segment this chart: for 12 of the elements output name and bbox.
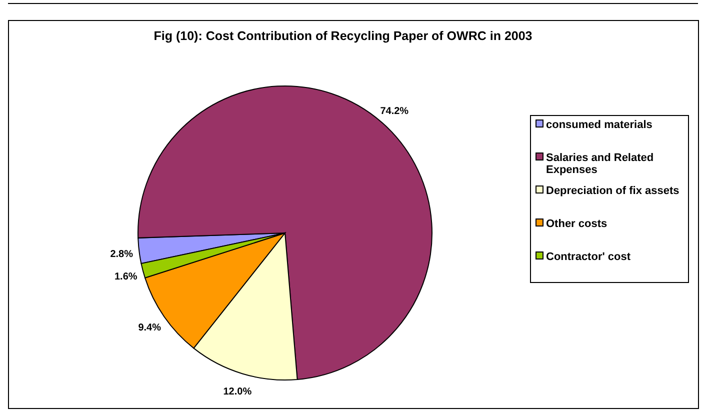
data-label: 9.4% (138, 322, 162, 334)
data-label: 74.2% (380, 106, 409, 117)
legend-label: Salaries and Related Expenses (546, 152, 654, 176)
legend-label: consumed materials (546, 119, 652, 131)
data-label: 2.8% (110, 248, 134, 260)
data-label: 1.6% (114, 271, 138, 282)
legend-label: Depreciation of fix assets (546, 185, 680, 197)
chart-title: Fig (10): Cost Contribution of Recycling Paper of OWRC in 2003 (154, 29, 532, 43)
legend-label: Contractor' cost (546, 251, 631, 263)
pie-slice (138, 86, 432, 380)
data-label: 12.0% (223, 386, 252, 398)
legend-label: Other costs (546, 218, 608, 230)
